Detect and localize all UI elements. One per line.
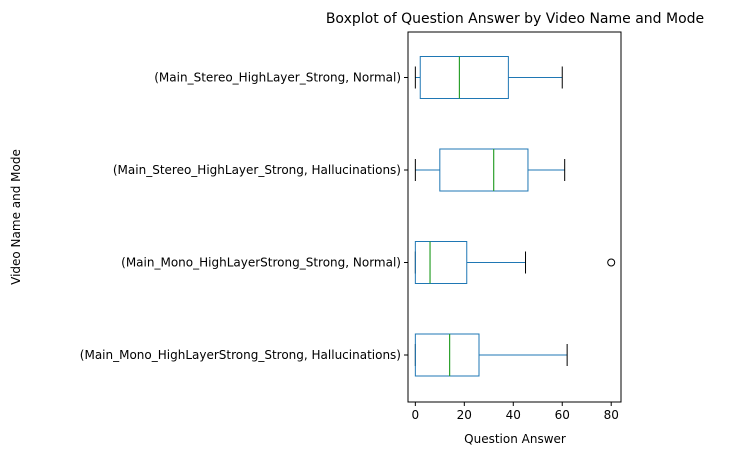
y-axis-label: Video Name and Mode [9, 149, 23, 285]
y-tick-label: (Main_Mono_HighLayerStrong_Strong, Hallu… [80, 348, 401, 362]
plot-frame [407, 31, 622, 403]
outlier-point [607, 258, 616, 267]
x-tick-label: 80 [604, 408, 619, 422]
box [414, 333, 480, 377]
axes: (Main_Stereo_HighLayer_Strong, Normal) (M… [80, 71, 619, 423]
box [439, 148, 529, 192]
x-tick-label: 0 [412, 408, 420, 422]
x-axis-label: Question Answer [464, 432, 566, 446]
chart-title: Boxplot of Question Answer by Video Name… [326, 11, 704, 27]
x-tick-label: 40 [506, 408, 521, 422]
y-tick-label: (Main_Stereo_HighLayer_Strong, Hallucina… [113, 163, 401, 177]
x-tick-label: 60 [555, 408, 570, 422]
box [414, 241, 468, 284]
box [419, 56, 509, 99]
plot-area [414, 56, 616, 377]
y-tick-label: (Main_Stereo_HighLayer_Strong, Normal) [154, 71, 401, 85]
y-tick-label: (Main_Mono_HighLayerStrong_Strong, Norma… [121, 256, 401, 270]
x-tick-label: 20 [457, 408, 472, 422]
